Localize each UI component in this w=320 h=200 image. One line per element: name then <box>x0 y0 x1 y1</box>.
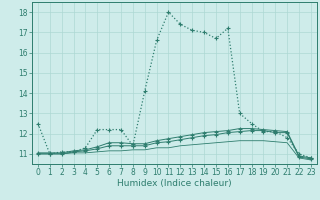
X-axis label: Humidex (Indice chaleur): Humidex (Indice chaleur) <box>117 179 232 188</box>
